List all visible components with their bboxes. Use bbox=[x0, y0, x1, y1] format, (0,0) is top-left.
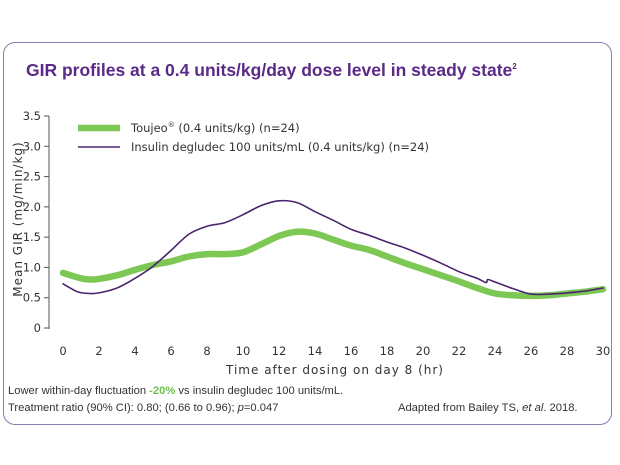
footnote-source: Adapted from Bailey TS, et al. 2018. bbox=[398, 402, 578, 414]
y-tick-label: 3.5 bbox=[23, 109, 41, 123]
y-tick-label: 1.0 bbox=[23, 260, 41, 274]
y-tick-label: 1.5 bbox=[23, 230, 41, 244]
footnote-p-symbol: p bbox=[237, 402, 244, 414]
x-tick-label: 0 bbox=[59, 344, 66, 358]
legend: Toujeo® (0.4 units/kg) (n=24) Insulin deg… bbox=[78, 121, 429, 154]
footnote-treatment-ratio: Treatment ratio (90% CI): 0.80; (0.66 to… bbox=[8, 402, 278, 414]
x-tick-label: 12 bbox=[272, 344, 287, 358]
x-tick-label: 8 bbox=[203, 344, 210, 358]
title-reference-marker: 2 bbox=[512, 62, 517, 72]
y-tick-label: 0 bbox=[34, 321, 41, 335]
footnote-et-al: et al bbox=[522, 402, 544, 414]
x-tick-label: 26 bbox=[524, 344, 539, 358]
footnote-fluctuation-comparison: vs insulin degludec 100 units/mL. bbox=[175, 385, 344, 397]
chart-title-text: GIR profiles at a 0.4 units/kg/day dose … bbox=[26, 60, 513, 80]
y-axis-title: Mean GIR (mg/min/kg) bbox=[11, 141, 25, 296]
x-tick-label: 24 bbox=[488, 344, 503, 358]
chart-card bbox=[3, 42, 612, 425]
x-tick-label: 16 bbox=[344, 344, 359, 358]
x-tick-label: 10 bbox=[236, 344, 251, 358]
chart-title: GIR profiles at a 0.4 units/kg/day dose … bbox=[26, 60, 517, 81]
x-axis-title: Time after dosing on day 8 (hr) bbox=[225, 363, 444, 377]
y-tick-label: 0.5 bbox=[23, 291, 41, 305]
x-tick-label: 18 bbox=[380, 344, 395, 358]
footnote-source-text: Adapted from Bailey TS, bbox=[398, 402, 523, 414]
y-axis: 0 0.5 1.0 1.5 2.0 2.5 3.0 3.5 bbox=[23, 109, 50, 335]
footnote-fluctuation: Lower within-day fluctuation -20% vs ins… bbox=[8, 385, 343, 397]
x-tick-label: 20 bbox=[416, 344, 431, 358]
x-tick-label: 28 bbox=[560, 344, 575, 358]
y-tick-label: 2.5 bbox=[23, 170, 41, 184]
footnote-ratio-text: Treatment ratio (90% CI): 0.80; (0.66 to… bbox=[8, 402, 238, 414]
legend-label-0: Toujeo® (0.4 units/kg) (n=24) bbox=[130, 121, 300, 135]
legend-series-name: Toujeo bbox=[130, 121, 168, 135]
legend-series-details: (0.4 units/kg) (n=24) bbox=[175, 121, 300, 135]
footnote-source-year: . 2018. bbox=[543, 402, 578, 414]
fluctuation-percentage: -20% bbox=[149, 385, 176, 397]
x-tick-label: 6 bbox=[167, 344, 174, 358]
footnote-p-value: =0.047 bbox=[243, 402, 279, 414]
legend-series-name: Insulin degludec 100 units/mL (0.4 units… bbox=[131, 140, 429, 154]
x-tick-label: 2 bbox=[95, 344, 102, 358]
series-line-1 bbox=[62, 199, 604, 296]
series-lines bbox=[59, 199, 607, 300]
y-tick-label: 2.0 bbox=[23, 200, 41, 214]
x-tick-label: 4 bbox=[131, 344, 138, 358]
series-line-0 bbox=[59, 228, 607, 300]
x-tick-label: 30 bbox=[596, 344, 611, 358]
legend-label-1: Insulin degludec 100 units/mL (0.4 units… bbox=[131, 140, 429, 154]
legend-trademark-mark: ® bbox=[168, 121, 175, 129]
x-tick-label: 22 bbox=[452, 344, 467, 358]
y-tick-label: 3.0 bbox=[23, 139, 41, 153]
footnote-fluctuation-text: Lower within-day fluctuation bbox=[8, 385, 150, 397]
x-tick-label: 14 bbox=[308, 344, 323, 358]
x-axis: 0 2 4 6 8 10 12 14 16 18 20 22 24 26 28 30 bbox=[59, 344, 610, 358]
